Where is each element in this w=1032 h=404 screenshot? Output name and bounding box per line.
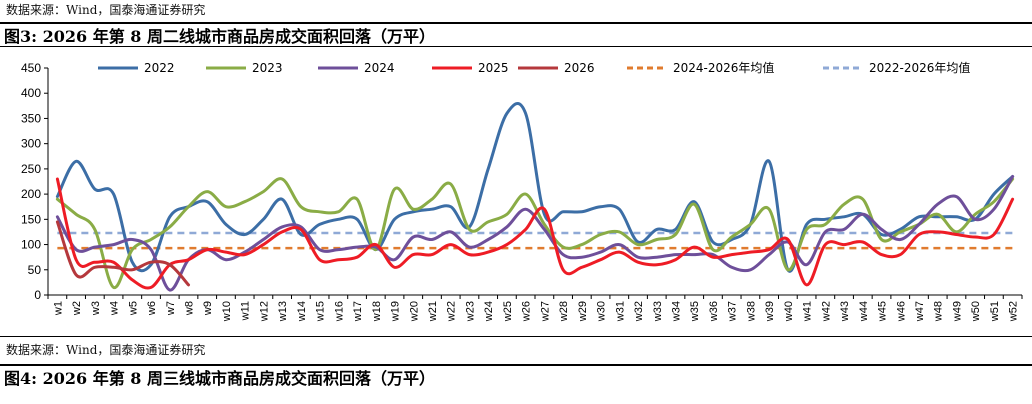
line-chart: 0 50 100 150 200 250 300 350 400 450 w1 w2 w3 w4 w5 w6… <box>21 60 1023 322</box>
x-tick-label: w12 <box>258 301 270 322</box>
x-tick-label: w25 <box>502 301 514 322</box>
x-tick-label: w31 <box>614 301 626 322</box>
x-tick-label: w20 <box>408 301 420 322</box>
x-tick-label: w18 <box>371 301 383 322</box>
legend-label-2025: 2025 <box>478 61 509 75</box>
x-tick-label: w10 <box>221 301 233 322</box>
x-tick-label: w36 <box>708 301 720 322</box>
x-tick-label: w51 <box>989 301 1001 322</box>
series-line-2026 <box>55 220 190 287</box>
figure3-title-bar: 图3: 2026 年第 8 周二线城市商品房成交面积回落（万平） <box>0 22 1032 47</box>
legend-label-2024: 2024 <box>364 61 395 75</box>
series-line-2025 <box>55 177 1015 290</box>
x-tick-label: w8 <box>183 301 195 316</box>
x-tick-label: w5 <box>127 301 139 316</box>
x-tick-label: w26 <box>521 301 533 322</box>
x-tick-label: w29 <box>577 301 589 322</box>
x-tick-label: w32 <box>633 301 645 322</box>
legend-label-2022: 2022 <box>144 61 175 75</box>
x-tick-label: w11 <box>240 301 252 321</box>
source-rule <box>0 336 1032 337</box>
x-tick-label: w4 <box>109 301 121 316</box>
figure3-title: 图3: 2026 年第 8 周二线城市商品房成交面积回落（万平） <box>4 27 435 46</box>
x-tick-label: w39 <box>764 301 776 322</box>
x-tick-label: w6 <box>146 301 158 316</box>
x-tick-label: w33 <box>652 301 664 322</box>
legend-label-2024-2026: 2024-2026年均值 <box>673 60 774 75</box>
x-tick-label: w2 <box>71 301 83 316</box>
x-tick-label: w14 <box>296 301 308 322</box>
title-bottom-rule <box>0 46 1032 47</box>
x-tick-label: w30 <box>596 301 608 322</box>
y-tick-label: 350 <box>21 111 41 125</box>
x-tick-label: w21 <box>427 301 439 322</box>
title-top-rule-2 <box>0 364 1032 366</box>
series-line-2023 <box>55 177 1015 289</box>
y-tick-label: 150 <box>21 212 41 226</box>
series-line-2022 <box>55 102 1015 273</box>
x-tick-label: w45 <box>877 301 889 322</box>
x-tick-label: w41 <box>802 301 814 322</box>
x-tick-label: w47 <box>914 301 926 322</box>
title-top-rule <box>0 22 1032 24</box>
figure4-title: 图4: 2026 年第 8 周三线城市商品房成交面积回落（万平） <box>4 369 435 388</box>
source-note-top: 数据来源：Wind，国泰海通证券研究 <box>6 3 206 17</box>
y-tick-label: 200 <box>21 187 41 201</box>
figure4-title-bar: 图4: 2026 年第 8 周三线城市商品房成交面积回落（万平） <box>0 364 1032 388</box>
x-tick-label: w27 <box>539 301 551 322</box>
x-tick-label: w43 <box>839 301 851 322</box>
legend: 2022 2023 2024 2025 2026 2024-2026年均值 2022-202… <box>98 60 970 75</box>
x-tick-label: w24 <box>483 301 495 322</box>
x-tick-label: w44 <box>858 301 870 322</box>
x-tick-label: w28 <box>558 301 570 322</box>
series-lines <box>55 102 1015 292</box>
y-tick-label: 50 <box>28 263 42 277</box>
y-tick-label: 450 <box>21 61 41 75</box>
source-note-bottom: 数据来源：Wind，国泰海通证券研究 <box>6 343 206 357</box>
x-tick-label: w42 <box>820 301 832 322</box>
x-tick-label: w46 <box>895 301 907 322</box>
y-tick-label: 100 <box>21 238 41 252</box>
x-tick-label: w3 <box>90 301 102 316</box>
y-tick-label: 0 <box>34 288 41 302</box>
x-axis: w1 w2 w3 w4 w5 w6 w7 w8 w9 w10 w11 w12 w13 w14 w15 w16 w… <box>47 294 1023 322</box>
y-tick-label: 250 <box>21 162 41 176</box>
x-tick-label: w17 <box>352 301 364 322</box>
x-tick-label: w7 <box>165 301 177 316</box>
legend-label-2022-2026: 2022-2026年均值 <box>869 60 970 75</box>
x-tick-label: w40 <box>783 301 795 322</box>
y-axis: 0 50 100 150 200 250 300 350 400 450 <box>21 61 49 302</box>
x-tick-label: w52 <box>1008 301 1020 322</box>
x-tick-label: w13 <box>277 301 289 322</box>
x-tick-label: w34 <box>670 301 682 322</box>
x-tick-label: w37 <box>727 301 739 322</box>
x-tick-label: w49 <box>951 301 963 322</box>
x-tick-label: w23 <box>464 301 476 322</box>
x-tick-label: w50 <box>970 301 982 322</box>
x-tick-label: w38 <box>745 301 757 322</box>
x-tick-label: w19 <box>390 301 402 322</box>
y-tick-label: 300 <box>21 137 41 151</box>
x-tick-label: w48 <box>933 301 945 322</box>
x-tick-label: w15 <box>315 301 327 322</box>
x-tick-label: w22 <box>446 301 458 322</box>
x-tick-label: w9 <box>202 301 214 316</box>
y-tick-label: 400 <box>21 86 41 100</box>
x-tick-label: w16 <box>333 301 345 322</box>
legend-label-2026: 2026 <box>564 61 595 75</box>
legend-label-2023: 2023 <box>252 61 283 75</box>
x-tick-label: w1 <box>52 301 64 316</box>
x-tick-label: w35 <box>689 301 701 322</box>
